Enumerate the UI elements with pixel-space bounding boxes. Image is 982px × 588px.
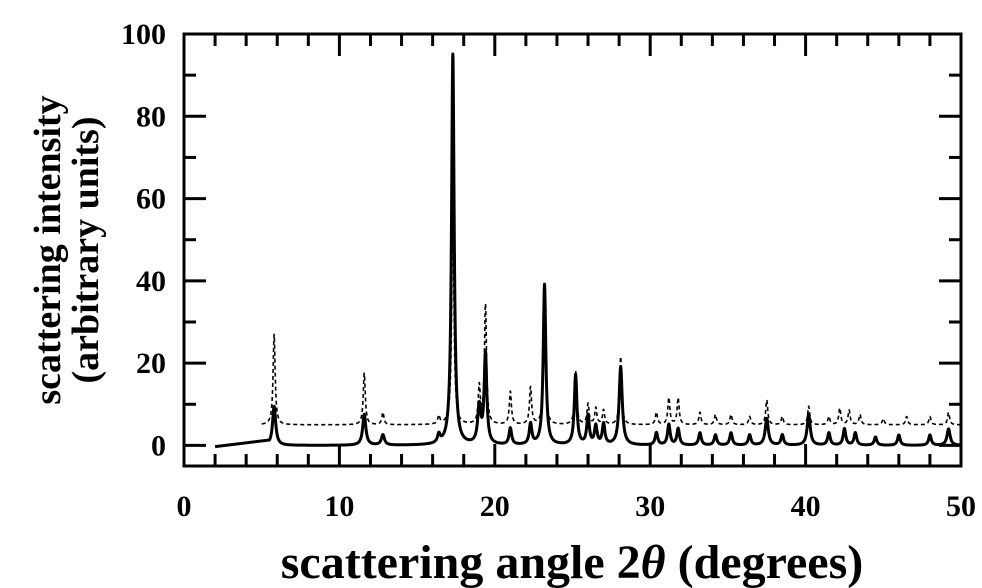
- x-tick-label: 30: [635, 490, 665, 523]
- y-axis-title-line2: (arbitrary units): [65, 116, 107, 383]
- y-tick-label: 60: [136, 183, 166, 216]
- x-axis-title-main: scattering angle 2: [281, 536, 641, 588]
- y-tick-label: 0: [151, 429, 166, 462]
- y-tick-label: 40: [136, 265, 166, 298]
- tick-label-layer: 0 10 20 30 40 50 0 20 40 60 80 100: [121, 18, 976, 523]
- y-tick-label: 20: [136, 347, 166, 380]
- plot-frame: [182, 32, 963, 468]
- x-tick-label: 0: [177, 490, 192, 523]
- y-tick-label: 100: [121, 18, 166, 51]
- x-axis-title-units: (degrees): [666, 536, 864, 588]
- series-line-dashed: [261, 197, 962, 426]
- series-layer: [214, 52, 963, 449]
- x-axis-title: scattering angle 2θ (degrees): [281, 536, 864, 588]
- tick-layer: [182, 32, 963, 466]
- x-axis-title-symbol: θ: [641, 536, 666, 588]
- y-tick-label: 80: [136, 100, 166, 133]
- x-tick-label: 20: [480, 490, 510, 523]
- series-line-solid: [214, 52, 963, 449]
- x-tick-label: 50: [946, 490, 976, 523]
- x-tick-label: 40: [791, 490, 821, 523]
- y-axis-title: scattering intensity (arbitrary units): [27, 95, 107, 404]
- x-tick-label: 10: [324, 490, 354, 523]
- y-axis-title-line1: scattering intensity: [27, 95, 69, 404]
